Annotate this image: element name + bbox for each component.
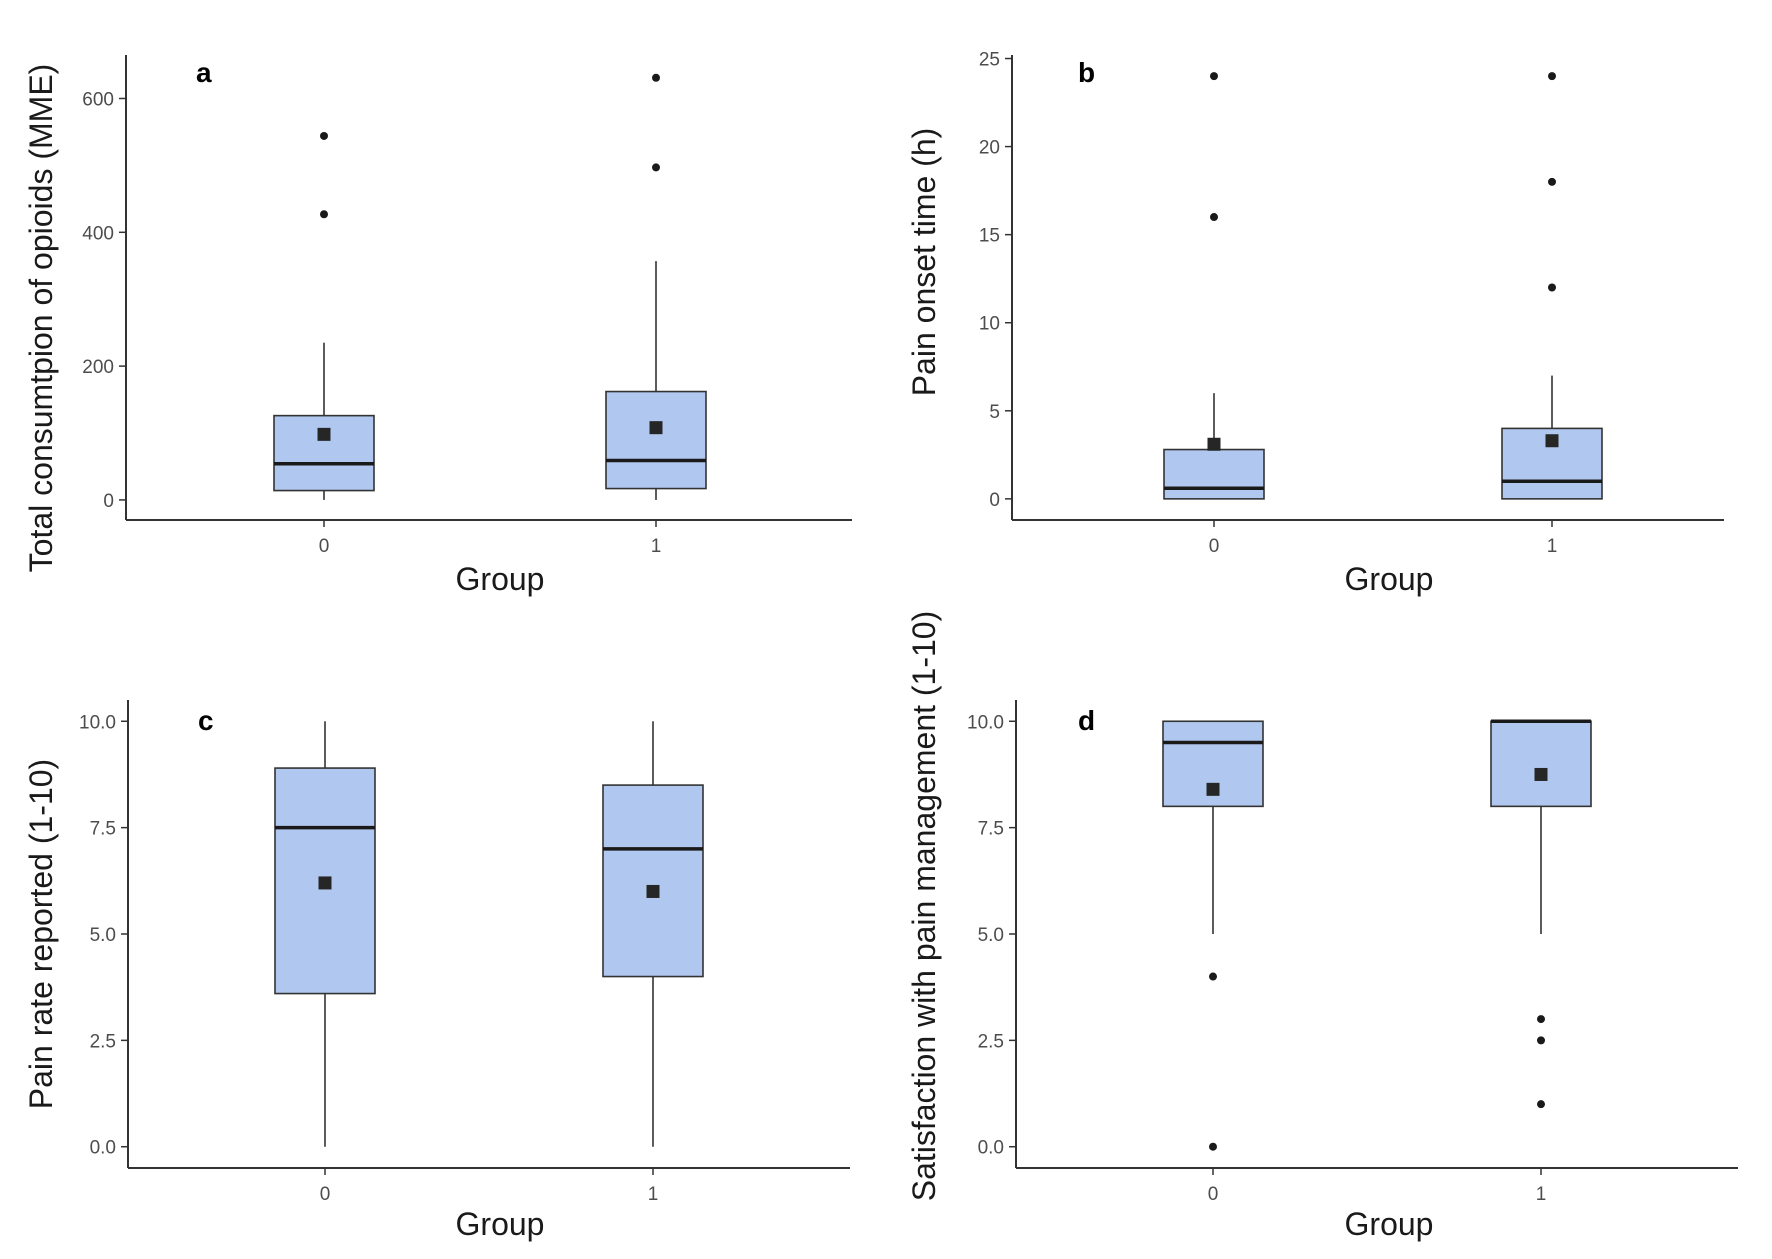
x-tick-label: 1 [648,1184,659,1205]
mean-marker [317,427,331,441]
y-tick-label: 2.5 [978,1031,1004,1052]
panel-c: 0.0 2.5 5.0 7.5 10.0 0 1 c Group Pain rate report… [23,700,850,1242]
mean-marker [1534,767,1548,781]
mean-marker [1207,437,1221,451]
y-tick-label: 5 [989,402,1000,423]
y-axis-title: Pain onset time (h) [906,128,942,397]
panel-a: 0 200 400 600 0 1 a Group Total consumtpion of o… [23,55,852,597]
outlier-point [320,210,328,219]
panel-label: d [1078,705,1095,736]
x-tick-label: 1 [1536,1184,1547,1205]
outlier-point [1548,177,1556,186]
panel-d: 0.0 2.5 5.0 7.5 10.0 0 1 d Group Satisfaction wit… [906,611,1738,1242]
outlier-point [320,131,328,140]
y-tick-label: 0.0 [978,1138,1004,1159]
mean-marker [1206,782,1220,796]
y-tick-label: 20 [979,138,1000,159]
outlier-point [1537,1015,1545,1024]
x-axis-title: Group [456,561,545,597]
y-tick-label: 5.0 [90,925,116,946]
mean-marker [649,421,663,435]
outlier-point [1548,72,1556,81]
x-tick-label: 0 [1208,1184,1219,1205]
y-tick-label: 10 [979,314,1000,335]
y-axis-title: Total consumtpion of opioids (MME) [23,64,59,573]
x-tick-label: 1 [1547,536,1558,557]
x-axis-title: Group [1345,561,1434,597]
y-tick-label: 10.0 [967,712,1004,733]
y-tick-label: 15 [979,226,1000,247]
outlier-point [1537,1100,1545,1109]
panel-label: b [1078,57,1095,88]
x-tick-label: 0 [1209,536,1220,557]
outlier-point [1537,1036,1545,1045]
y-tick-label: 7.5 [978,819,1004,840]
y-axis-title: Pain rate reported (1-10) [23,759,59,1109]
y-tick-label: 5.0 [978,925,1004,946]
mean-marker [318,876,332,890]
y-tick-label: 200 [82,357,114,378]
y-tick-label: 25 [979,50,1000,71]
y-tick-label: 10.0 [79,712,116,733]
mean-marker [646,884,660,898]
outlier-point [652,73,660,82]
x-axis-title: Group [456,1206,545,1242]
y-tick-label: 7.5 [90,819,116,840]
panel-label: c [198,705,214,736]
outlier-point [1209,1142,1217,1151]
outlier-point [1548,283,1556,292]
box-group-1 [602,784,704,978]
box-group-1 [1490,720,1592,808]
y-tick-label: 2.5 [90,1031,116,1052]
box-group-0 [1163,448,1265,500]
outlier-point [652,163,660,172]
y-tick-label: 0 [103,491,114,512]
box-group-1 [605,390,707,490]
x-tick-label: 0 [320,1184,331,1205]
y-tick-label: 400 [82,223,114,244]
x-tick-label: 0 [319,536,330,557]
mean-marker [1545,434,1559,448]
y-tick-label: 0 [989,490,1000,511]
x-tick-label: 1 [651,536,662,557]
panel-label: a [196,57,212,88]
outlier-point [1209,972,1217,981]
y-tick-label: 600 [82,89,114,110]
y-axis-title: Satisfaction with pain management (1-10) [906,611,942,1202]
panel-b: 0 5 10 15 20 25 0 1 b Group Pain onset time (h) [906,50,1724,597]
outlier-point [1210,213,1218,222]
outlier-point [1210,72,1218,81]
x-axis-title: Group [1345,1206,1434,1242]
box-group-0 [273,414,375,492]
y-tick-label: 0.0 [90,1138,116,1159]
